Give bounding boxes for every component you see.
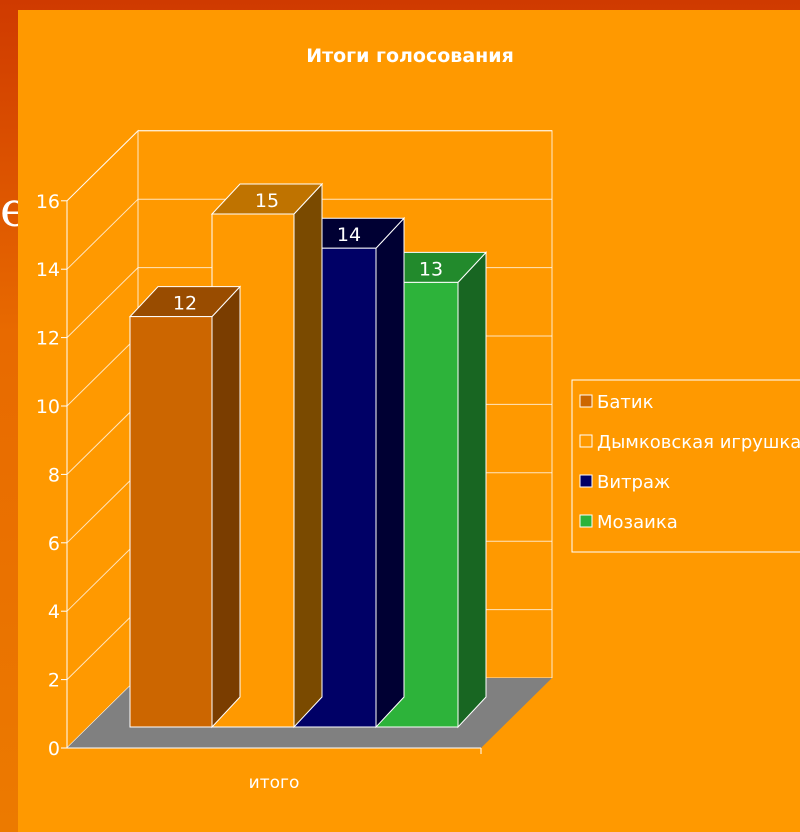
bar-side-face	[211, 285, 241, 729]
y-tick-label: 10	[36, 396, 60, 418]
y-tick-label: 12	[36, 328, 60, 350]
legend-label-2: Дымковская игрушка	[597, 432, 800, 453]
chart-legend: Батик Дымковская игрушка Витраж Мозаика	[571, 379, 800, 553]
legend-box	[571, 379, 800, 553]
y-axis-ticks: 0 2 4 6 8 10 12 14 16	[36, 191, 67, 760]
legend-label-3: Витраж	[597, 472, 670, 493]
legend-swatch-1	[579, 394, 593, 408]
gridline	[66, 198, 552, 270]
y-tick-label: 14	[36, 259, 60, 281]
legend-swatch-4	[579, 514, 593, 528]
bar-side-face	[293, 182, 323, 729]
y-tick-label: 8	[48, 464, 60, 486]
bar-side-face	[457, 251, 487, 729]
bar-side-face	[375, 216, 405, 729]
y-tick-label: 0	[48, 738, 60, 760]
legend-label-4: Мозаика	[597, 512, 678, 533]
bar-1	[128, 285, 242, 729]
data-label-3: 14	[337, 224, 361, 246]
data-label-1: 12	[173, 293, 197, 315]
y-tick-label: 2	[48, 670, 60, 692]
legend-swatch-2	[579, 434, 593, 448]
gridline	[66, 130, 552, 202]
bar-front-face	[129, 316, 213, 728]
y-tick-label: 6	[48, 533, 60, 555]
x-category-label: итого	[249, 773, 300, 793]
y-tick-label: 16	[36, 191, 60, 213]
data-labels: 12 15 14 13	[173, 190, 443, 315]
y-tick-label: 4	[48, 601, 60, 623]
legend-swatch-3	[579, 474, 593, 488]
legend-label-1: Батик	[597, 392, 654, 413]
chart-bars	[128, 182, 488, 729]
data-label-4: 13	[419, 258, 443, 280]
data-label-2: 15	[255, 190, 279, 212]
chart-title: Итоги голосования	[306, 45, 514, 67]
